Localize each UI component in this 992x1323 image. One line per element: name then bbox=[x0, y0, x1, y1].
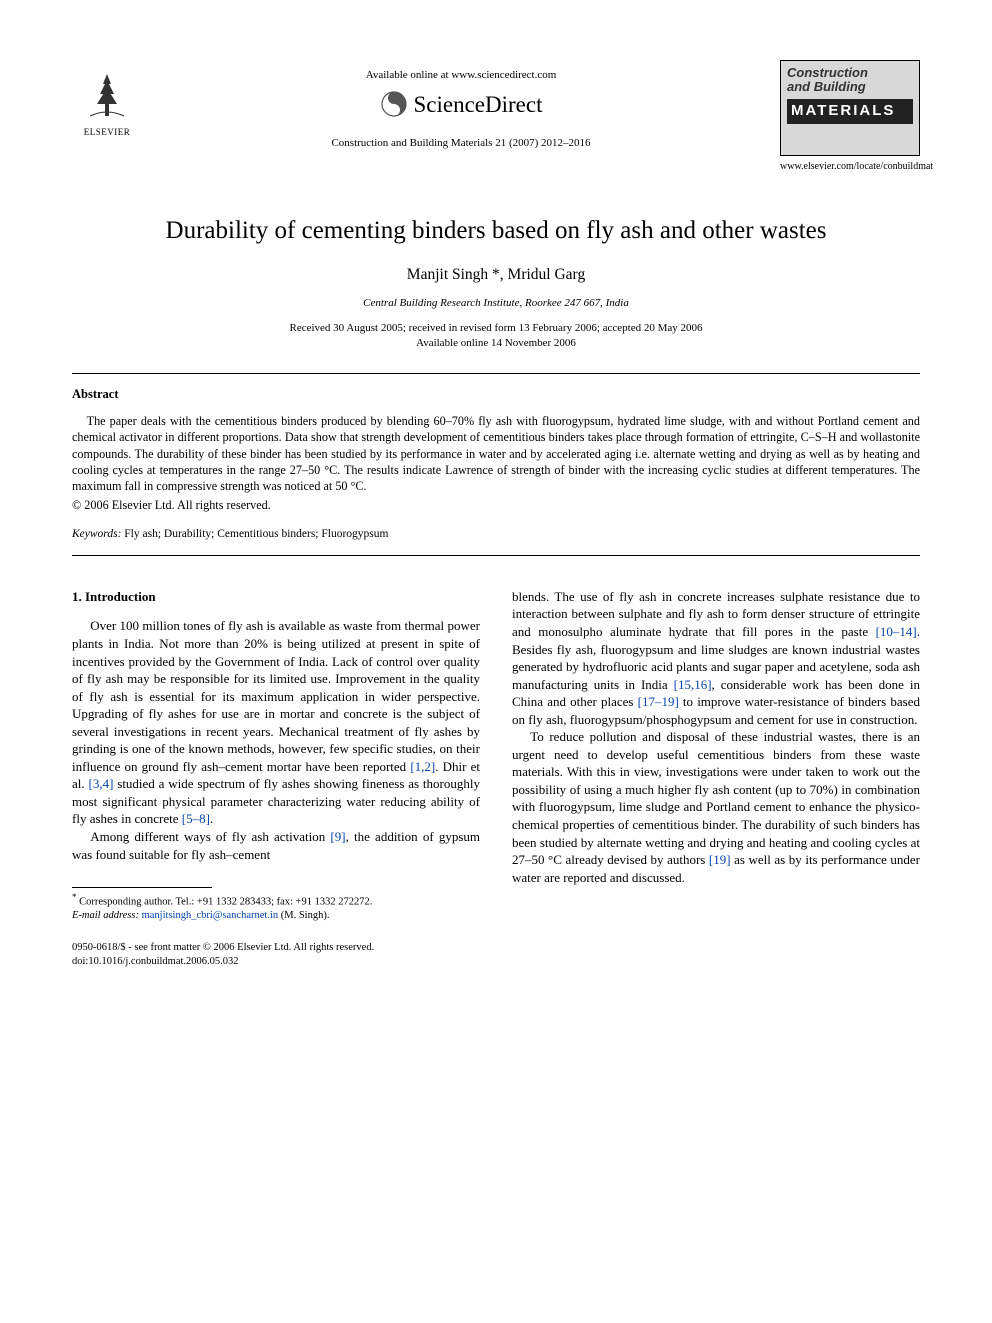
footer-line2: doi:10.1016/j.conbuildmat.2006.05.032 bbox=[72, 955, 480, 969]
cite-17-19[interactable]: [17–19] bbox=[638, 694, 679, 709]
footnote-rule bbox=[72, 887, 212, 888]
journal-header: ELSEVIER Available online at www.science… bbox=[72, 60, 920, 174]
footnote-email-link[interactable]: manjitsingh_cbri@sancharnet.in bbox=[142, 910, 279, 921]
cite-3-4[interactable]: [3,4] bbox=[88, 776, 113, 791]
paper-title: Durability of cementing binders based on… bbox=[72, 214, 920, 248]
footnote-corr-text: Corresponding author. Tel.: +91 1332 283… bbox=[79, 897, 372, 908]
abstract-body: The paper deals with the cementitious bi… bbox=[72, 413, 920, 495]
rp1-seg-a: blends. The use of fly ash in concrete i… bbox=[512, 589, 920, 639]
authors-text: Manjit Singh *, Mridul Garg bbox=[407, 266, 585, 283]
footnote-email-after: (M. Singh). bbox=[278, 910, 329, 921]
left-column: 1. Introduction Over 100 million tones o… bbox=[72, 588, 480, 968]
cite-15-16[interactable]: [15,16] bbox=[674, 677, 712, 692]
dates-line1: Received 30 August 2005; received in rev… bbox=[72, 321, 920, 336]
journal-cover-wrap: Construction and Building MATERIALS www.… bbox=[780, 60, 920, 174]
elsevier-logo: ELSEVIER bbox=[72, 60, 142, 138]
available-online-text: Available online at www.sciencedirect.co… bbox=[142, 68, 780, 83]
rp2-seg-a: To reduce pollution and disposal of thes… bbox=[512, 729, 920, 867]
journal-reference: Construction and Building Materials 21 (… bbox=[142, 136, 780, 151]
journal-cover: Construction and Building MATERIALS bbox=[780, 60, 920, 156]
body-columns: 1. Introduction Over 100 million tones o… bbox=[72, 588, 920, 968]
cover-title-line2: and Building bbox=[787, 80, 913, 94]
cover-band: MATERIALS bbox=[787, 99, 913, 123]
sciencedirect-swirl-icon bbox=[380, 90, 408, 118]
rule-bottom bbox=[72, 555, 920, 556]
dates-line2: Available online 14 November 2006 bbox=[72, 336, 920, 351]
corresponding-footnote: * Corresponding author. Tel.: +91 1332 2… bbox=[72, 892, 480, 923]
abstract-heading: Abstract bbox=[72, 386, 920, 403]
cite-19[interactable]: [19] bbox=[709, 852, 731, 867]
p2-seg-a: Among different ways of fly ash activati… bbox=[90, 829, 330, 844]
right-column: blends. The use of fly ash in concrete i… bbox=[512, 588, 920, 968]
cite-5-8[interactable]: [5–8] bbox=[182, 811, 210, 826]
footer-line1: 0950-0618/$ - see front matter © 2006 El… bbox=[72, 941, 480, 955]
p1-seg-d: . bbox=[210, 811, 213, 826]
intro-para-1: Over 100 million tones of fly ash is ava… bbox=[72, 617, 480, 828]
authors: Manjit Singh *, Mridul Garg bbox=[72, 265, 920, 286]
intro-para-1-cont: blends. The use of fly ash in concrete i… bbox=[512, 588, 920, 728]
cite-1-2[interactable]: [1,2] bbox=[410, 759, 435, 774]
cite-9[interactable]: [9] bbox=[330, 829, 345, 844]
sciencedirect-text: ScienceDirect bbox=[414, 89, 543, 120]
keywords-text: Fly ash; Durability; Cementitious binder… bbox=[121, 528, 388, 540]
footnote-star-icon: * bbox=[72, 892, 77, 902]
keywords: Keywords: Fly ash; Durability; Cementiti… bbox=[72, 527, 920, 543]
abstract-text: The paper deals with the cementitious bi… bbox=[72, 413, 920, 495]
journal-url: www.elsevier.com/locate/conbuildmat bbox=[780, 160, 920, 174]
copyright: © 2006 Elsevier Ltd. All rights reserved… bbox=[72, 497, 920, 513]
footer-block: 0950-0618/$ - see front matter © 2006 El… bbox=[72, 941, 480, 968]
elsevier-text: ELSEVIER bbox=[84, 126, 131, 138]
elsevier-tree-icon bbox=[80, 70, 134, 124]
title-block: Durability of cementing binders based on… bbox=[72, 214, 920, 351]
sciencedirect-logo: ScienceDirect bbox=[142, 89, 780, 120]
cover-title-line1: Construction bbox=[787, 66, 913, 80]
cite-10-14[interactable]: [10–14] bbox=[876, 624, 917, 639]
rule-top bbox=[72, 373, 920, 374]
section-1-heading: 1. Introduction bbox=[72, 588, 480, 606]
p1-seg-c: studied a wide spectrum of fly ashes sho… bbox=[72, 776, 480, 826]
p1-seg-a: Over 100 million tones of fly ash is ava… bbox=[72, 618, 480, 773]
affiliation: Central Building Research Institute, Roo… bbox=[72, 296, 920, 311]
intro-para-3: To reduce pollution and disposal of thes… bbox=[512, 728, 920, 886]
footnote-email-label: E-mail address: bbox=[72, 910, 139, 921]
intro-para-2: Among different ways of fly ash activati… bbox=[72, 828, 480, 863]
header-center: Available online at www.sciencedirect.co… bbox=[142, 60, 780, 151]
keywords-label: Keywords: bbox=[72, 528, 121, 540]
